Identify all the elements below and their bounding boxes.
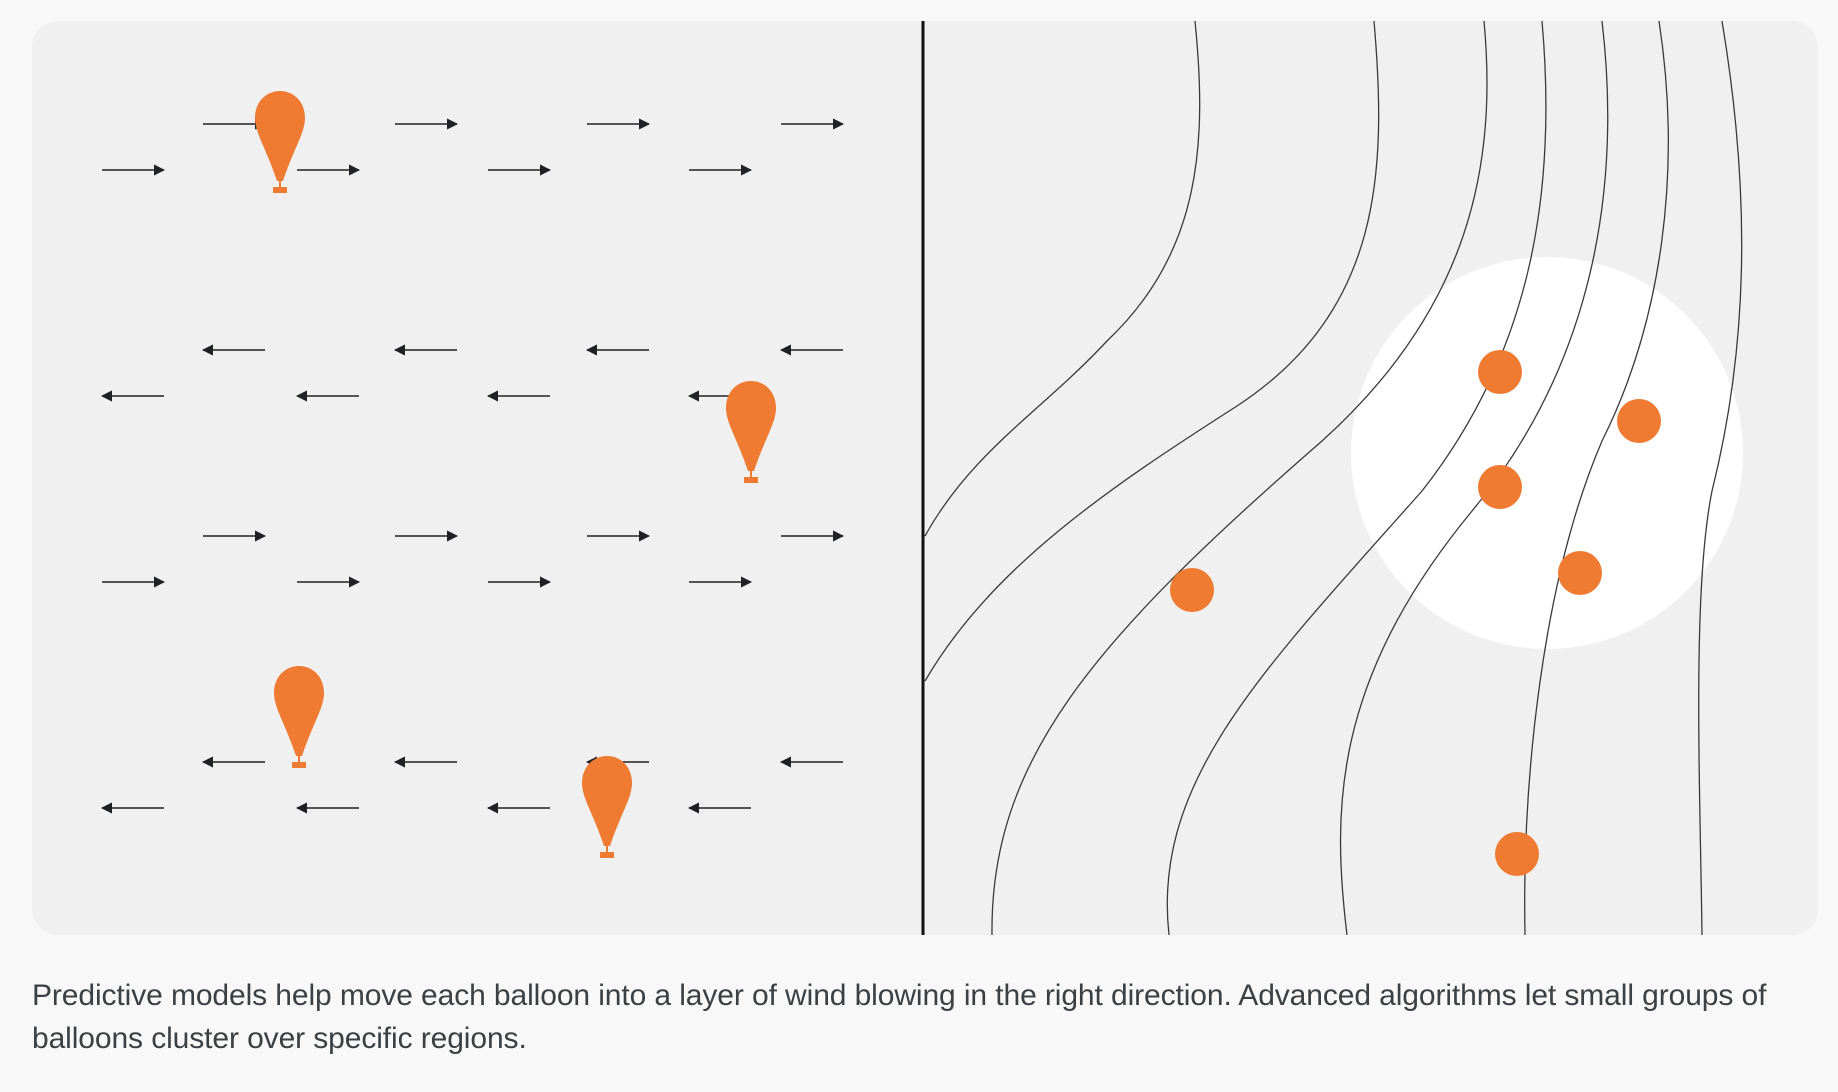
balloon-gondola bbox=[292, 762, 306, 768]
balloons bbox=[255, 91, 776, 858]
balloon bbox=[255, 91, 305, 193]
contour-line bbox=[1698, 21, 1743, 935]
balloon-dot bbox=[1478, 350, 1522, 394]
contour-line bbox=[991, 21, 1488, 935]
left-panel-wind-layers bbox=[100, 91, 845, 858]
balloon-gondola bbox=[273, 187, 287, 193]
figure-canvas bbox=[100, 21, 1743, 935]
balloon-envelope bbox=[582, 756, 632, 846]
balloon-gondola bbox=[600, 852, 614, 858]
balloon-dot bbox=[1558, 551, 1602, 595]
wind-arrows bbox=[100, 118, 845, 814]
figure-caption: Predictive models help move each balloon… bbox=[32, 979, 1767, 1055]
balloon-dot bbox=[1170, 568, 1214, 612]
balloon bbox=[274, 666, 324, 768]
wind-contour-lines bbox=[924, 21, 1743, 935]
balloon-envelope bbox=[274, 666, 324, 756]
contour-line bbox=[1524, 21, 1669, 935]
balloon bbox=[582, 756, 632, 858]
balloon-dot bbox=[1478, 465, 1522, 509]
balloon-navigation-figure bbox=[32, 21, 1818, 935]
balloon-envelope bbox=[726, 381, 776, 471]
contour-line bbox=[924, 21, 1380, 682]
right-panel-clustering bbox=[924, 21, 1743, 935]
balloon-envelope bbox=[255, 91, 305, 181]
balloon bbox=[726, 381, 776, 483]
balloon-gondola bbox=[744, 477, 758, 483]
balloon-dot bbox=[1617, 399, 1661, 443]
contour-line bbox=[1166, 21, 1547, 935]
contour-line bbox=[1339, 21, 1609, 935]
cluster-region bbox=[1351, 257, 1743, 649]
balloon-dots bbox=[1170, 350, 1661, 876]
contour-line bbox=[924, 21, 1201, 537]
balloon-dot bbox=[1495, 832, 1539, 876]
